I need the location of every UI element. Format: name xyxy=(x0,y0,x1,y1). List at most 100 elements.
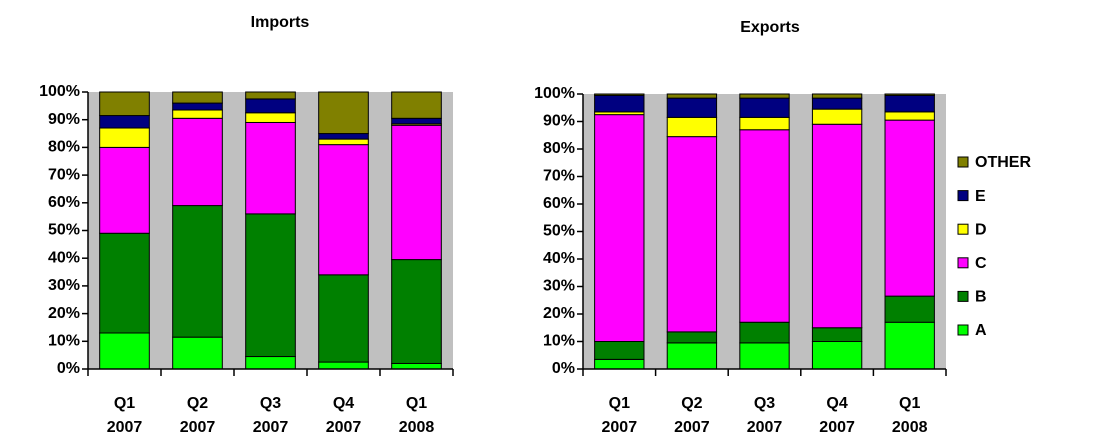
bar-segment xyxy=(884,93,935,96)
y-tick-label: 40% xyxy=(48,249,80,266)
y-tick-label: 70% xyxy=(48,166,80,183)
bar-segment xyxy=(884,119,935,297)
legend-swatch xyxy=(957,290,969,302)
bar-segment xyxy=(391,259,442,364)
y-tick-label: 20% xyxy=(48,305,80,322)
bar-segment xyxy=(99,146,150,234)
y-tick-label: 10% xyxy=(48,333,80,350)
y-tick-label: 30% xyxy=(543,278,575,295)
bar-segment xyxy=(884,111,935,121)
x-tick-label: Q4 2007 xyxy=(325,395,362,436)
bar-segment xyxy=(245,91,296,100)
bar-segment xyxy=(245,121,296,215)
bar-segment xyxy=(318,361,369,370)
bar-segment xyxy=(739,93,790,99)
bar-segment xyxy=(811,123,863,329)
bar-segment xyxy=(884,295,935,323)
y-tick-label: 40% xyxy=(543,250,575,267)
bar-segment xyxy=(245,213,296,358)
bar-segment xyxy=(666,97,718,118)
bar-segment xyxy=(884,321,935,370)
legend-label: OTHER xyxy=(975,154,1031,171)
bar-segment xyxy=(666,93,718,99)
y-tick-label: 30% xyxy=(48,277,80,294)
bar-segment xyxy=(245,112,296,123)
bar-segment xyxy=(594,114,645,342)
bar-segment xyxy=(172,109,223,119)
y-tick-label: 100% xyxy=(534,85,575,102)
y-tick-label: 60% xyxy=(48,194,80,211)
bar-segment xyxy=(739,342,790,370)
bar-segment xyxy=(739,116,790,131)
legend-label: C xyxy=(975,255,987,272)
x-tick-label: Q1 2008 xyxy=(891,395,928,436)
x-tick-label: Q2 2007 xyxy=(179,395,216,436)
x-tick-label: Q4 2007 xyxy=(819,395,855,436)
y-tick-label: 70% xyxy=(543,168,575,185)
legend-swatch xyxy=(957,223,969,235)
bar-segment xyxy=(884,94,935,113)
bar-segment xyxy=(594,358,645,370)
y-tick-label: 20% xyxy=(543,305,575,322)
x-tick-label: Q1 2008 xyxy=(398,395,435,436)
legend-swatch xyxy=(957,257,969,269)
x-tick-label: Q3 2007 xyxy=(252,395,289,436)
bar-segment xyxy=(811,108,863,125)
bar-segment xyxy=(172,117,223,207)
legend-swatch xyxy=(957,156,969,168)
bar-segment xyxy=(318,133,369,140)
y-tick-label: 50% xyxy=(48,222,80,239)
bar-segment xyxy=(318,91,369,135)
bar-segment xyxy=(318,138,369,146)
legend-label: D xyxy=(975,221,987,238)
bar-segment xyxy=(99,232,150,334)
bar-segment xyxy=(666,136,718,333)
y-tick-label: 80% xyxy=(543,140,575,157)
bar-segment xyxy=(391,117,442,125)
bar-segment xyxy=(811,327,863,342)
bar-segment xyxy=(811,341,863,370)
bar-segment xyxy=(739,129,790,323)
bar-segment xyxy=(594,93,645,96)
legend-label: E xyxy=(975,188,986,205)
chart-title: Exports xyxy=(740,19,800,36)
y-tick-label: 0% xyxy=(552,360,575,377)
bar-segment xyxy=(391,91,442,119)
legend-label: A xyxy=(975,322,987,339)
bar-segment xyxy=(666,342,718,370)
y-tick-label: 90% xyxy=(543,113,575,130)
bar-segment xyxy=(594,94,645,113)
legend-swatch xyxy=(957,324,969,336)
bar-segment xyxy=(318,144,369,276)
y-tick-label: 0% xyxy=(57,360,80,377)
x-tick-label: Q1 2007 xyxy=(106,395,143,436)
chart-title: Imports xyxy=(251,14,310,31)
bar-segment xyxy=(739,97,790,118)
bar-segment xyxy=(99,332,150,370)
y-tick-label: 50% xyxy=(543,223,575,240)
bar-segment xyxy=(245,98,296,114)
bar-segment xyxy=(99,91,150,117)
bar-segment xyxy=(666,331,718,344)
bar-segment xyxy=(172,205,223,338)
legend-label: B xyxy=(975,289,987,306)
y-tick-label: 10% xyxy=(543,333,575,350)
bar-segment xyxy=(172,91,223,104)
bar-segment xyxy=(391,124,442,261)
bar-segment xyxy=(172,102,223,111)
bar-segment xyxy=(99,127,150,148)
bar-segment xyxy=(811,97,863,110)
legend-swatch xyxy=(957,190,969,202)
bar-segment xyxy=(318,274,369,363)
bar-segment xyxy=(594,341,645,360)
bar-segment xyxy=(172,336,223,370)
y-tick-label: 100% xyxy=(39,83,80,100)
y-tick-label: 60% xyxy=(543,195,575,212)
bar-segment xyxy=(245,356,296,370)
y-tick-label: 80% xyxy=(48,139,80,156)
bar-segment xyxy=(666,116,718,138)
bar-segment xyxy=(811,93,863,99)
bar-segment xyxy=(99,115,150,129)
